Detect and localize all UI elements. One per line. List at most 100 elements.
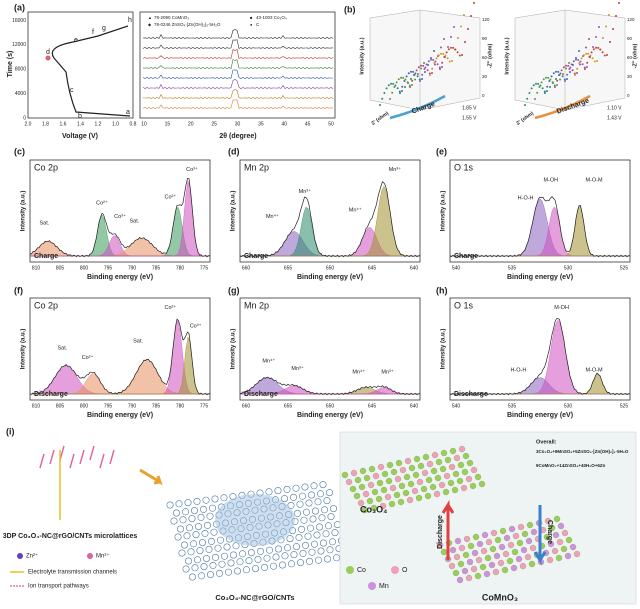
fit-component — [30, 180, 210, 257]
data-point — [434, 63, 436, 66]
x-tick-label: 0.8 — [130, 121, 137, 127]
data-point — [403, 80, 406, 83]
graphene-node — [327, 513, 335, 521]
data-point — [437, 54, 440, 57]
graphene-node — [187, 548, 195, 556]
data-point — [448, 60, 451, 63]
data-point — [430, 58, 432, 61]
data-point — [552, 72, 555, 75]
graphene-node — [297, 525, 305, 533]
peak-label: M-O-M — [585, 177, 603, 183]
graphene-node — [216, 569, 224, 577]
x-tick-label: 530 — [564, 403, 573, 409]
data-point — [541, 87, 544, 90]
graphene-node — [280, 495, 288, 503]
graphene-node — [278, 561, 286, 569]
atom — [444, 456, 452, 464]
x-axis-label: 2θ (degree) — [219, 133, 256, 140]
x-axis-label: Binding energy (eV) — [87, 274, 153, 281]
x-tick-label: 805 — [56, 265, 65, 271]
x-tick-label: 650 — [326, 265, 335, 271]
data-point — [447, 48, 450, 51]
data-point — [450, 36, 452, 38]
plot-frame — [29, 159, 211, 263]
state-label: Charge — [34, 253, 58, 260]
data-point — [582, 54, 585, 57]
data-point — [578, 50, 580, 52]
data-point — [398, 90, 401, 93]
atom — [478, 480, 486, 488]
plot-3d — [369, 2, 481, 120]
data-point — [431, 67, 434, 70]
graphene-node — [315, 523, 323, 531]
data-point — [549, 78, 552, 81]
graphene-node — [301, 483, 309, 491]
data-point — [588, 38, 590, 40]
arrow-label: Charge — [546, 520, 553, 544]
atom — [375, 495, 383, 503]
data-point — [461, 54, 463, 56]
atom — [397, 498, 405, 506]
y-tick-label: 4000 — [15, 91, 26, 97]
atom — [470, 565, 478, 573]
graphene-node — [332, 554, 340, 562]
graphene-node — [202, 496, 210, 504]
atom — [457, 560, 465, 568]
legend-label: 78-0246 ZnSO₄·[Zn(OH)₂]₃·5H₂O — [154, 22, 221, 27]
atom — [413, 455, 421, 463]
data-point — [555, 70, 557, 73]
atom — [499, 527, 507, 535]
atom — [367, 481, 375, 489]
phase-label: CoMnO₃ — [482, 592, 518, 602]
particle — [215, 494, 295, 546]
peak-label: Sat. — [130, 219, 140, 225]
atom — [408, 464, 416, 472]
data-point — [387, 84, 390, 87]
potential-label: 1.55 V — [462, 115, 477, 121]
atom — [521, 530, 529, 538]
data-point — [453, 26, 455, 28]
data-point — [575, 57, 577, 59]
data-point — [424, 66, 427, 69]
atom — [448, 562, 456, 570]
atom — [353, 492, 361, 500]
data-point — [433, 62, 436, 65]
atom — [544, 517, 552, 525]
x-tick-label: 810 — [32, 403, 41, 409]
atom — [565, 536, 573, 544]
data-point — [443, 38, 445, 40]
atom — [403, 473, 411, 481]
x-tick-label: 1.4 — [77, 121, 84, 127]
atom — [502, 550, 510, 558]
atom — [471, 549, 479, 557]
graphene-node — [184, 499, 192, 507]
data-point — [590, 51, 593, 54]
y-tick-label: 8000 — [15, 67, 26, 73]
atom — [453, 553, 461, 561]
plot-frame — [139, 11, 336, 119]
atom — [462, 551, 470, 559]
data-point — [431, 72, 433, 74]
legend-symbol: ● — [250, 22, 253, 27]
equation: 9CoMnO₃+14ZnSO₄+40H₂O+6Zn — [536, 463, 606, 468]
data-point — [397, 78, 400, 81]
x-tick-label: 540 — [452, 403, 461, 409]
atom — [517, 523, 525, 531]
atom — [479, 563, 487, 571]
graphene-node — [181, 541, 189, 549]
plot-frame — [29, 297, 211, 401]
data-point — [413, 74, 416, 77]
atom — [377, 463, 385, 471]
graphene-node — [182, 565, 190, 573]
atom — [484, 554, 492, 562]
graphene-node — [174, 533, 182, 541]
graphene-node — [296, 559, 304, 567]
graphene-node — [175, 500, 183, 508]
peak-label: Mn⁴⁺ — [349, 207, 362, 214]
plot-3d — [514, 2, 626, 120]
graphene-node — [199, 539, 207, 547]
legend-symbol: ■ — [250, 15, 253, 20]
x-tick-label: 525 — [620, 265, 629, 271]
graphene-node — [204, 521, 212, 529]
data-point — [601, 51, 604, 54]
